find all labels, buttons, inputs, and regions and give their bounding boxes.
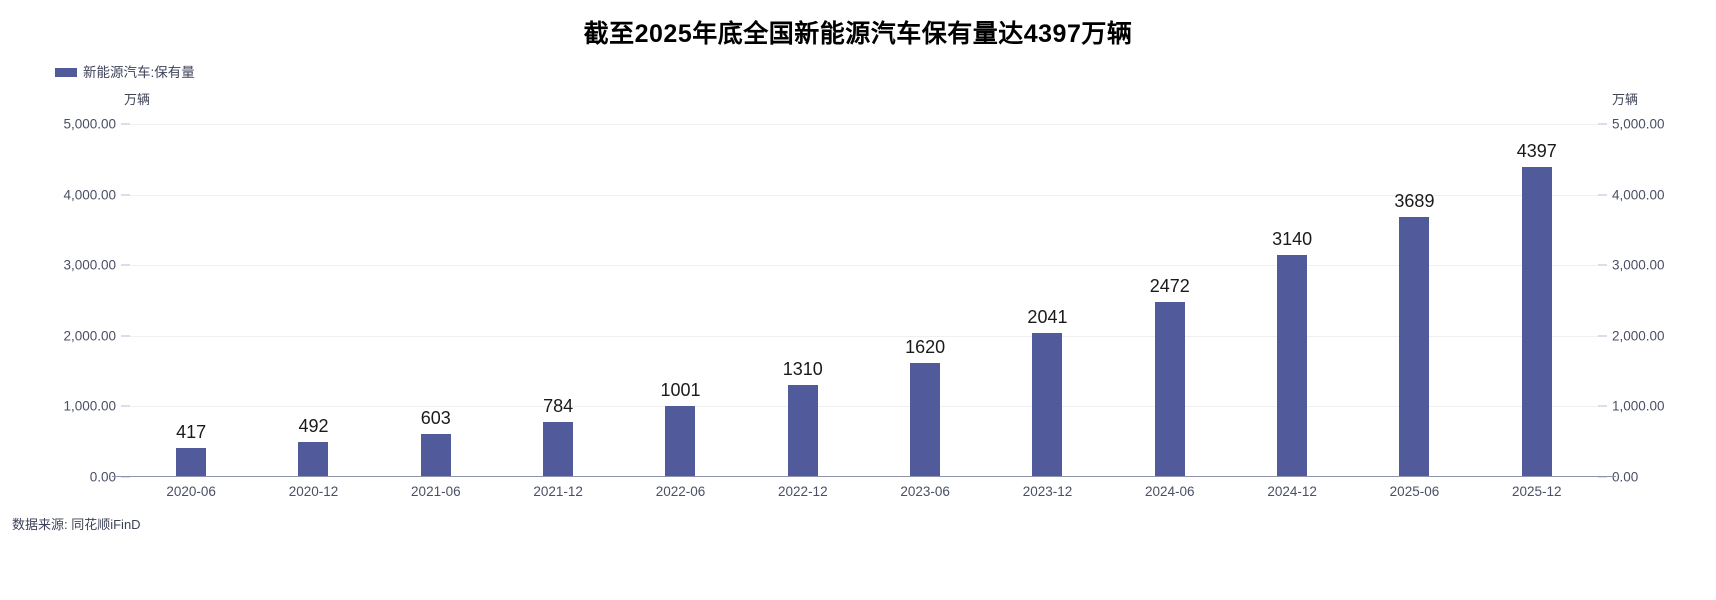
bar-value-label: 492 <box>298 416 329 437</box>
gridline <box>130 406 1598 408</box>
chart-title: 截至2025年底全国新能源汽车保有量达4397万辆 <box>583 20 1133 48</box>
gridline <box>130 265 1598 267</box>
y-axis-tick-label-right: 2,000.00 <box>1612 328 1665 344</box>
bar-value-label: 603 <box>420 408 451 429</box>
x-axis-tick-label: 2022-06 <box>655 484 706 499</box>
y-axis-tick-label-right: 5,000.00 <box>1612 116 1665 132</box>
bar[interactable]: 2041 <box>1027 308 1067 477</box>
source-note: 数据来源: 同花顺iFinD <box>12 517 141 532</box>
bar-slot: 1620 <box>864 124 986 477</box>
y-axis-tick-label-left: 4,000.00 <box>63 186 116 202</box>
y-axis-tick-label-left: 3,000.00 <box>63 257 116 273</box>
y-axis-tick-label-right: 3,000.00 <box>1612 257 1665 273</box>
y-axis-tick-mark-left <box>121 405 130 407</box>
x-axis-tick-label: 2025-12 <box>1512 484 1562 499</box>
y-axis-tick-mark-right <box>1598 194 1607 196</box>
plot-area: 5,000.00 5,000.00 4,000.00 4,000.00 3,000.00… <box>63 117 1664 483</box>
bar-value-label: 3140 <box>1272 229 1313 250</box>
bar-value-label: 1310 <box>782 358 823 379</box>
bar-series: 417 492 603 784 1001 1310 1620 2041 2472 3140 3689… <box>130 124 1598 477</box>
bar-value-label: 784 <box>543 395 574 416</box>
bar[interactable]: 1310 <box>783 360 823 477</box>
bar-value-label: 4397 <box>1516 140 1557 161</box>
bar-slot: 2472 <box>1109 124 1231 477</box>
bar[interactable]: 1001 <box>660 381 700 477</box>
y-axis-tick-label-left: 2,000.00 <box>63 328 116 344</box>
gridline <box>130 335 1598 337</box>
bar-slot: 417 <box>130 124 252 477</box>
bar[interactable]: 2472 <box>1150 277 1190 477</box>
y-axis-tick-mark-left <box>121 123 130 125</box>
gridline <box>130 194 1598 196</box>
y-axis-tick-mark-left <box>121 476 130 478</box>
legend-swatch-icon <box>55 68 77 78</box>
y-axis-tick-mark-right <box>1598 264 1607 266</box>
chart-legend: 新能源汽车:保有量 <box>55 66 195 80</box>
y-axis-tick-mark-left <box>121 194 130 196</box>
x-axis-tick-label: 2023-12 <box>1022 484 1073 499</box>
bar-slot: 603 <box>375 124 497 477</box>
bar[interactable]: 417 <box>176 423 206 477</box>
bar-slot: 1310 <box>742 124 864 477</box>
x-axis-tick-label: 2021-12 <box>533 484 583 499</box>
bar-value-label: 2472 <box>1149 276 1190 297</box>
bar-slot: 1001 <box>619 124 741 477</box>
bar-value-label: 417 <box>176 421 207 442</box>
bar[interactable]: 1620 <box>905 338 945 477</box>
bar-value-label: 2041 <box>1027 306 1068 327</box>
y-axis-tick-label-left: 5,000.00 <box>63 116 116 132</box>
bar-value-label: 1620 <box>905 336 946 357</box>
bar[interactable]: 3689 <box>1394 192 1434 477</box>
x-axis-tick-label: 2020-12 <box>288 484 339 499</box>
y-axis-tick-mark-right <box>1598 476 1607 478</box>
bar-slot: 784 <box>497 124 619 477</box>
y-axis-tick-label-right: 4,000.00 <box>1612 186 1665 202</box>
bar[interactable]: 784 <box>543 397 573 477</box>
x-axis-tick-label: 2025-06 <box>1389 484 1440 499</box>
bar[interactable]: 3140 <box>1272 230 1312 477</box>
x-axis-tick-label: 2022-12 <box>778 484 828 499</box>
y-axis-tick-mark-left <box>121 335 130 337</box>
bar-slot: 2041 <box>986 124 1108 477</box>
y-axis-tick-label-right: 1,000.00 <box>1612 398 1665 414</box>
y-axis-tick-mark-right <box>1598 335 1607 337</box>
x-axis-line <box>112 476 1616 477</box>
y-axis-tick-mark-right <box>1598 123 1607 125</box>
bar[interactable]: 492 <box>298 417 329 477</box>
x-axis-labels: 2020-06 2020-12 2021-06 2021-12 2022-06 2022-… <box>130 484 1598 499</box>
bar-slot: 492 <box>252 124 374 477</box>
y-axis-tick-mark-left <box>121 264 130 266</box>
bar-value-label: 1001 <box>660 380 701 401</box>
y-axis-tick-label-right: 0.00 <box>1612 469 1639 485</box>
legend-item-label: 新能源汽车:保有量 <box>83 65 195 80</box>
x-axis-tick-label: 2024-12 <box>1267 484 1317 499</box>
bar-slot: 3140 <box>1231 124 1353 477</box>
y-axis-tick-label-left: 0.00 <box>89 469 116 485</box>
y-axis-tick-label-left: 1,000.00 <box>63 398 116 414</box>
bar-value-label: 3689 <box>1394 190 1435 211</box>
left-axis-unit-label: 万辆 <box>124 92 151 107</box>
bar-slot: 4397 <box>1476 124 1598 477</box>
x-axis-tick-label: 2023-06 <box>900 484 950 499</box>
x-axis-tick-label: 2024-06 <box>1145 484 1195 499</box>
right-axis-unit-label: 万辆 <box>1612 92 1639 107</box>
gridline <box>130 124 1598 125</box>
bar-slot: 3689 <box>1353 124 1475 477</box>
bar[interactable]: 4397 <box>1517 142 1557 477</box>
y-axis-tick-mark-right <box>1598 405 1607 407</box>
x-axis-tick-label: 2021-06 <box>411 484 461 499</box>
bar[interactable]: 603 <box>421 409 451 477</box>
x-axis-tick-label: 2020-06 <box>166 484 216 499</box>
